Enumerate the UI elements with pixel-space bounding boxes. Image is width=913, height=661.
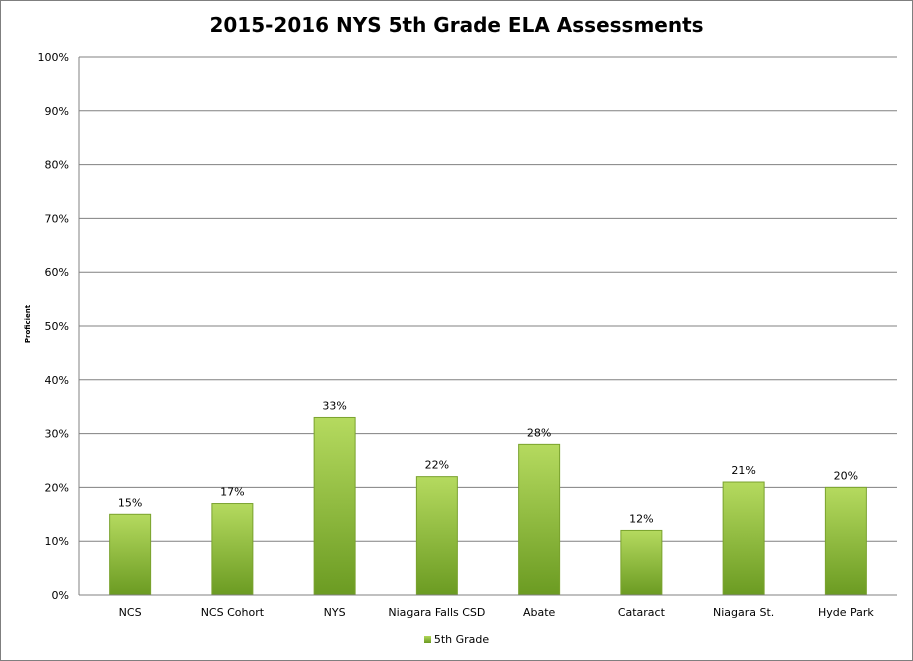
legend-swatch bbox=[423, 636, 431, 643]
y-tick-label: 100% bbox=[38, 51, 69, 64]
data-label: 20% bbox=[834, 469, 858, 482]
bar[interactable] bbox=[518, 443, 561, 596]
y-tick-label: 80% bbox=[45, 159, 69, 172]
y-tick-label: 10% bbox=[45, 535, 69, 548]
data-label: 15% bbox=[118, 496, 142, 509]
data-label: 21% bbox=[731, 464, 755, 477]
y-tick-label: 0% bbox=[52, 589, 69, 602]
bar[interactable] bbox=[313, 416, 356, 596]
y-tick-label: 40% bbox=[45, 374, 69, 387]
bar[interactable] bbox=[620, 529, 663, 596]
y-tick-label: 90% bbox=[45, 105, 69, 118]
legend[interactable]: 5th Grade bbox=[1, 633, 912, 646]
y-tick-label: 70% bbox=[45, 212, 69, 225]
bar[interactable] bbox=[824, 486, 867, 596]
y-tick-label: 50% bbox=[45, 320, 69, 333]
legend-label: 5th Grade bbox=[433, 633, 490, 646]
data-label: 28% bbox=[527, 426, 551, 439]
x-tick-label: Niagara Falls CSD bbox=[388, 606, 485, 619]
data-label: 17% bbox=[220, 486, 244, 499]
chart-title: 2015-2016 NYS 5th Grade ELA Assessments bbox=[209, 13, 704, 37]
bar[interactable] bbox=[211, 503, 254, 596]
bar[interactable] bbox=[109, 513, 152, 596]
data-label: 33% bbox=[322, 399, 346, 412]
data-label: 12% bbox=[629, 512, 653, 525]
y-tick-label: 30% bbox=[45, 428, 69, 441]
x-tick-label: NCS bbox=[119, 606, 142, 619]
bar[interactable] bbox=[415, 476, 458, 596]
x-tick-label: NYS bbox=[324, 606, 346, 619]
x-tick-label: Hyde Park bbox=[818, 606, 874, 619]
y-tick-label: 60% bbox=[45, 266, 69, 279]
x-tick-label: NCS Cohort bbox=[201, 606, 265, 619]
x-tick-label: Abate bbox=[523, 606, 556, 619]
x-tick-label: Cataract bbox=[618, 606, 666, 619]
y-tick-label: 20% bbox=[45, 481, 69, 494]
x-tick-label: Niagara St. bbox=[713, 606, 774, 619]
bar[interactable] bbox=[722, 481, 765, 596]
data-label: 22% bbox=[425, 459, 449, 472]
